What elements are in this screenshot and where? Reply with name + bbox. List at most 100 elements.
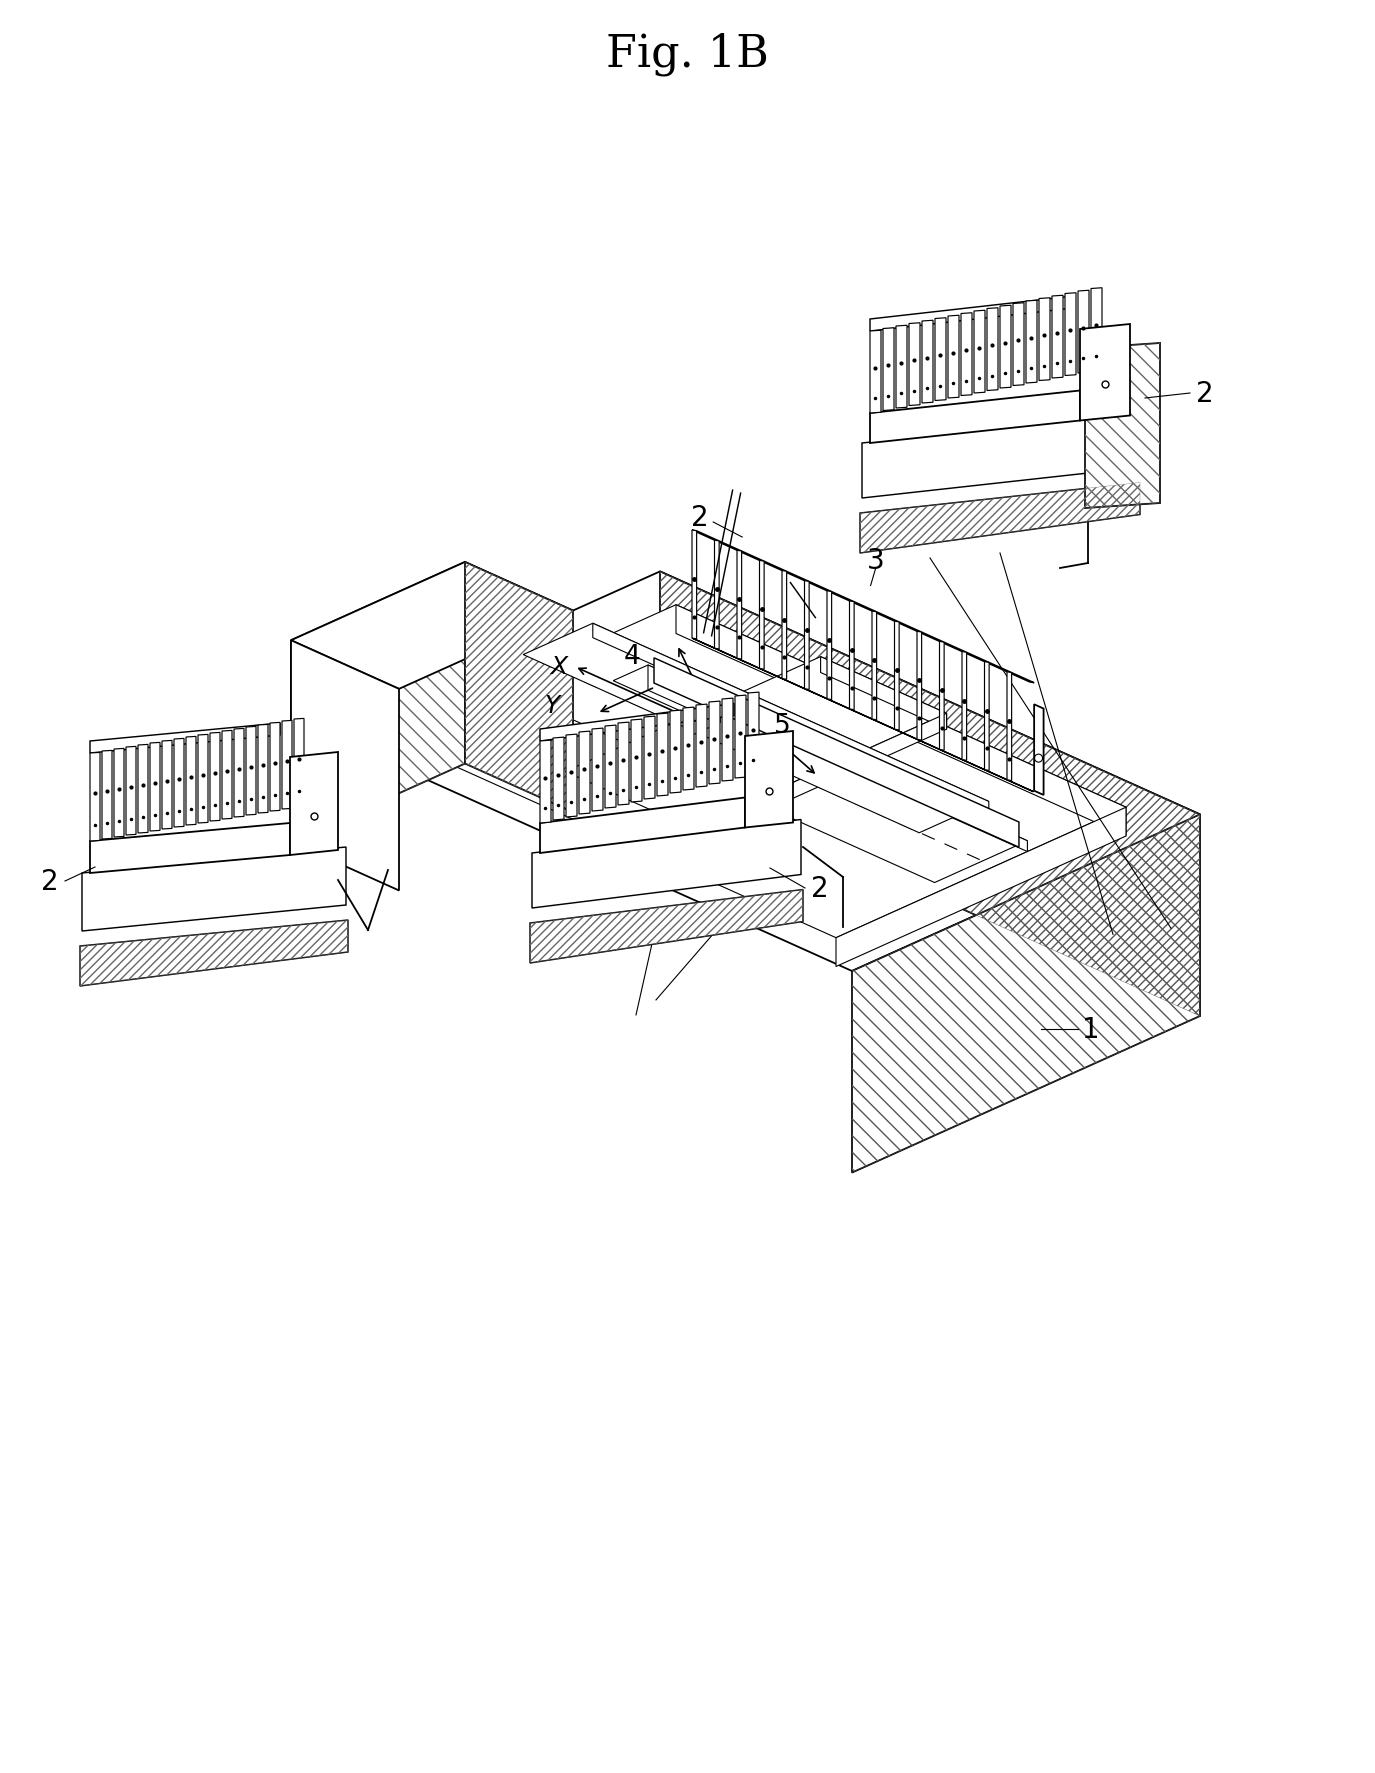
- Polygon shape: [1079, 324, 1130, 422]
- Polygon shape: [821, 658, 946, 730]
- Polygon shape: [540, 798, 745, 853]
- Polygon shape: [715, 541, 719, 649]
- Polygon shape: [114, 748, 124, 837]
- Polygon shape: [89, 723, 280, 754]
- Polygon shape: [234, 729, 243, 817]
- Polygon shape: [198, 736, 208, 823]
- Polygon shape: [593, 624, 989, 816]
- Polygon shape: [984, 663, 989, 771]
- Text: 5: 5: [774, 713, 791, 738]
- Polygon shape: [850, 601, 854, 711]
- Polygon shape: [292, 562, 465, 842]
- Polygon shape: [836, 808, 1126, 966]
- Polygon shape: [896, 326, 908, 410]
- Polygon shape: [566, 734, 578, 817]
- Polygon shape: [312, 573, 1200, 972]
- Polygon shape: [692, 638, 1034, 793]
- Polygon shape: [605, 725, 616, 808]
- Polygon shape: [859, 484, 1140, 553]
- Polygon shape: [883, 328, 894, 411]
- Polygon shape: [782, 571, 786, 681]
- Polygon shape: [210, 732, 220, 821]
- Polygon shape: [1013, 303, 1024, 387]
- Text: 3: 3: [866, 548, 884, 574]
- Polygon shape: [221, 730, 232, 819]
- Polygon shape: [1034, 706, 1044, 796]
- Polygon shape: [1090, 289, 1101, 371]
- Polygon shape: [657, 715, 668, 796]
- Polygon shape: [617, 723, 628, 805]
- Polygon shape: [862, 413, 1138, 498]
- Polygon shape: [745, 732, 793, 828]
- Polygon shape: [804, 582, 808, 690]
- Polygon shape: [736, 695, 747, 778]
- Polygon shape: [593, 729, 604, 812]
- Polygon shape: [692, 715, 946, 844]
- Polygon shape: [660, 573, 1200, 1016]
- Polygon shape: [962, 652, 967, 761]
- Polygon shape: [748, 693, 759, 775]
- Polygon shape: [895, 622, 899, 730]
- Polygon shape: [578, 638, 1027, 853]
- Polygon shape: [540, 704, 734, 741]
- Polygon shape: [683, 707, 694, 791]
- Polygon shape: [696, 704, 707, 787]
- Text: X: X: [550, 654, 568, 679]
- Polygon shape: [290, 752, 338, 856]
- Polygon shape: [565, 658, 946, 828]
- Polygon shape: [644, 716, 654, 800]
- Polygon shape: [947, 316, 958, 399]
- Polygon shape: [270, 723, 280, 812]
- Polygon shape: [974, 310, 984, 394]
- Polygon shape: [82, 847, 346, 931]
- Polygon shape: [961, 314, 972, 397]
- Polygon shape: [102, 752, 111, 840]
- Polygon shape: [386, 605, 1126, 938]
- Polygon shape: [917, 631, 921, 741]
- Polygon shape: [175, 739, 184, 828]
- Polygon shape: [759, 560, 765, 670]
- Polygon shape: [1052, 296, 1063, 379]
- Text: Fig. 1B: Fig. 1B: [605, 32, 769, 76]
- Polygon shape: [246, 727, 256, 816]
- Polygon shape: [648, 665, 721, 723]
- Text: 2: 2: [692, 504, 710, 532]
- Polygon shape: [939, 642, 945, 750]
- Polygon shape: [1026, 301, 1037, 383]
- Polygon shape: [89, 823, 290, 874]
- Polygon shape: [909, 323, 920, 406]
- Polygon shape: [870, 332, 881, 413]
- Polygon shape: [870, 298, 1068, 332]
- Polygon shape: [1000, 307, 1011, 388]
- Polygon shape: [613, 665, 720, 715]
- Polygon shape: [631, 720, 642, 803]
- Polygon shape: [162, 741, 172, 830]
- Polygon shape: [710, 702, 720, 785]
- Polygon shape: [292, 640, 399, 892]
- Text: 2: 2: [41, 867, 59, 895]
- Polygon shape: [1066, 294, 1077, 376]
- Polygon shape: [186, 738, 197, 826]
- Polygon shape: [676, 605, 1126, 837]
- Polygon shape: [532, 821, 802, 908]
- Polygon shape: [923, 321, 934, 404]
- Polygon shape: [692, 530, 697, 640]
- Text: Y: Y: [544, 693, 560, 718]
- Polygon shape: [294, 720, 304, 807]
- Polygon shape: [89, 754, 100, 842]
- Text: 4: 4: [624, 644, 641, 670]
- Polygon shape: [870, 392, 1079, 443]
- Text: 1: 1: [1082, 1016, 1100, 1044]
- Polygon shape: [292, 562, 573, 690]
- Polygon shape: [138, 745, 148, 833]
- Polygon shape: [1078, 291, 1089, 374]
- Polygon shape: [670, 711, 681, 794]
- Polygon shape: [150, 743, 160, 832]
- Polygon shape: [524, 624, 989, 833]
- Polygon shape: [987, 309, 998, 392]
- Polygon shape: [80, 920, 348, 986]
- Polygon shape: [258, 725, 268, 814]
- Polygon shape: [692, 530, 1034, 683]
- Polygon shape: [872, 612, 877, 720]
- Polygon shape: [484, 638, 1027, 883]
